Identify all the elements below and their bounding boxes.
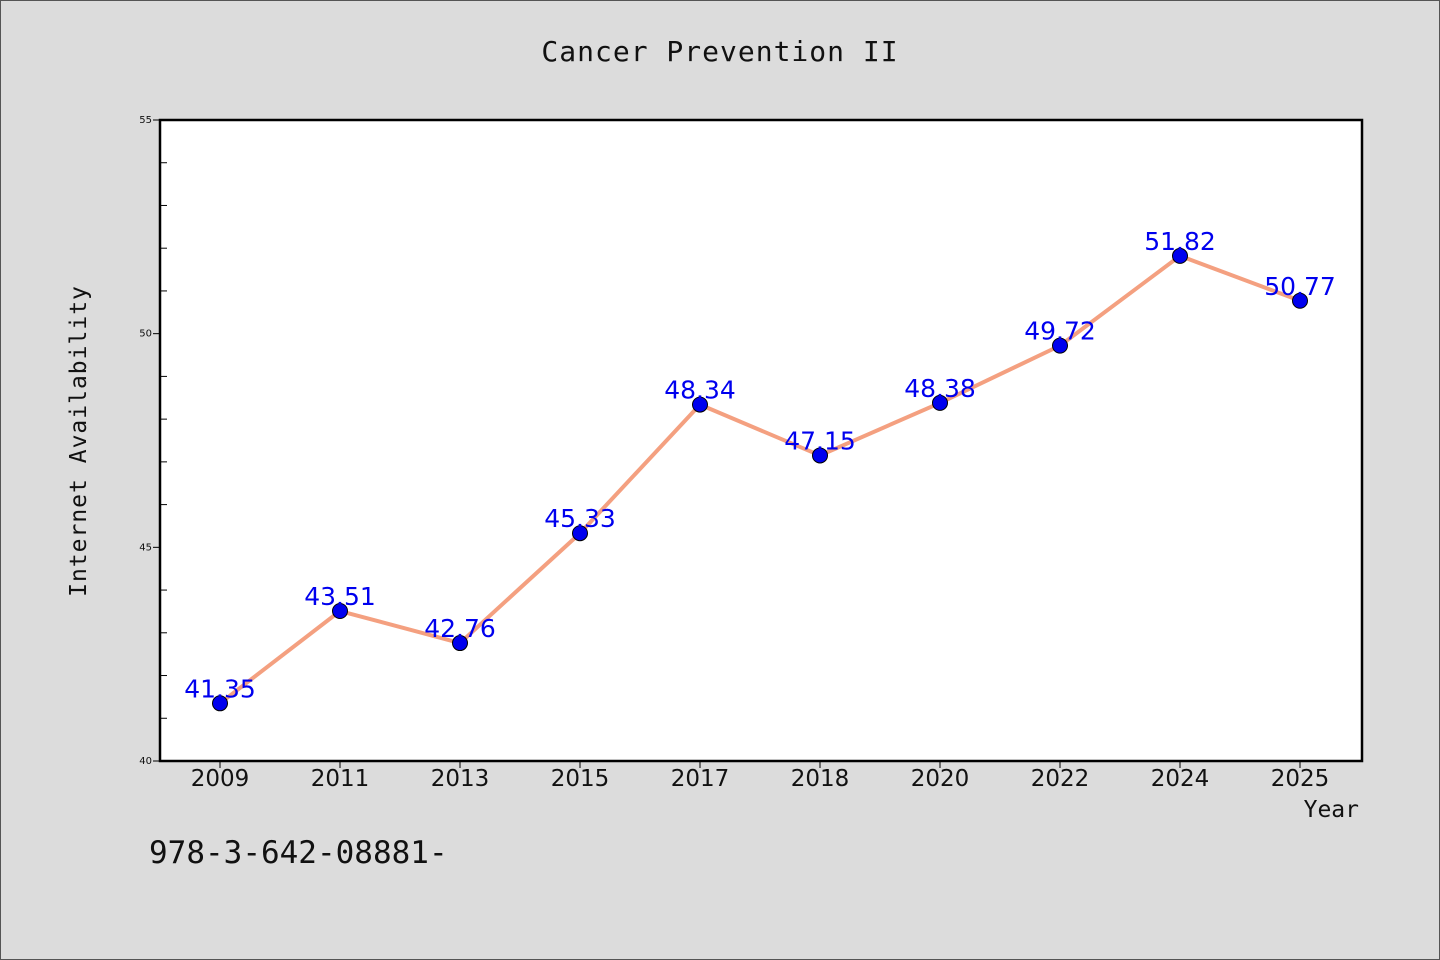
series-line: [218, 253, 1301, 705]
data-point: [812, 447, 828, 464]
data-label: 42.76: [424, 614, 496, 643]
x-tick-label: 2011: [311, 766, 370, 792]
x-tick-label: 2009: [191, 766, 250, 792]
y-tick-label: 55: [139, 115, 152, 126]
data-label: 49.72: [1024, 317, 1096, 346]
data-point: [1052, 337, 1068, 354]
data-label: 51.82: [1144, 227, 1216, 256]
x-tick-label: 2013: [431, 766, 490, 792]
data-point: [932, 394, 948, 411]
x-axis-label: Year: [1303, 797, 1359, 823]
data-label: 48.34: [664, 376, 736, 405]
chart-title: Cancer Prevention II: [541, 35, 899, 68]
x-tick-label: 2025: [1271, 766, 1330, 792]
data-point: [1172, 247, 1188, 264]
data-point: [692, 396, 708, 413]
data-point: [452, 635, 468, 652]
data-point: [332, 603, 348, 620]
data-point: [212, 695, 228, 712]
data-label: 50.77: [1264, 272, 1336, 301]
x-tick-label: 2017: [671, 766, 730, 792]
y-tick-label: 45: [139, 542, 152, 553]
data-label: 43.51: [304, 582, 376, 611]
x-tick-label: 2018: [791, 766, 850, 792]
x-tick-label: 2024: [1151, 766, 1210, 792]
data-point: [572, 525, 588, 542]
x-tick-label: 2015: [551, 766, 610, 792]
y-tick-label: 40: [139, 756, 152, 767]
x-tick-label: 2020: [911, 766, 970, 792]
data-point: [1292, 292, 1308, 309]
data-label: 41.35: [184, 674, 256, 703]
footnote-text: 978-3-642-08881-: [149, 835, 448, 871]
data-label: 47.15: [784, 426, 856, 455]
plot-area: [158, 118, 1364, 763]
data-label: 48.38: [904, 374, 976, 403]
y-tick-label: 50: [139, 329, 152, 340]
data-label: 45.33: [544, 504, 616, 533]
x-tick-label: 2022: [1031, 766, 1090, 792]
